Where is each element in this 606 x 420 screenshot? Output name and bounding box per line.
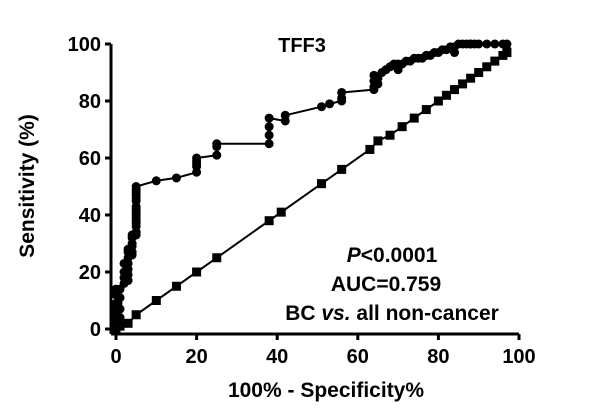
comparison-group-a: BC xyxy=(285,302,315,325)
reference-point-square xyxy=(502,48,512,58)
reference-point-square xyxy=(212,253,222,263)
x-tick-label: 40 xyxy=(266,346,288,368)
reference-point-square xyxy=(385,130,395,140)
reference-point-square xyxy=(365,144,375,154)
reference-point-square xyxy=(474,68,484,77)
reference-point-square xyxy=(409,113,419,123)
reference-point-square xyxy=(317,179,327,189)
y-axis-title: Sensitivity (%) xyxy=(16,114,39,258)
x-axis-title: 100% - Specificity% xyxy=(228,379,424,402)
chart-title: TFF3 xyxy=(278,35,326,57)
reference-point-square xyxy=(111,310,121,320)
roc-point-circle xyxy=(151,176,161,186)
reference-point-square xyxy=(466,73,476,83)
x-tick-label: 80 xyxy=(427,346,449,368)
auc-annotation: AUC=0.759 xyxy=(331,273,441,296)
roc-point-circle xyxy=(171,173,181,183)
roc-point-circle xyxy=(482,39,492,49)
reference-point-square xyxy=(151,296,161,305)
roc-point-circle xyxy=(115,293,125,303)
roc-point-circle xyxy=(192,153,202,163)
x-tick-label: 100 xyxy=(502,346,535,368)
reference-point-square xyxy=(490,56,500,66)
roc-point-circle xyxy=(280,110,290,120)
axes: 0 20 40 60 80 100 0 20 40 60 80 100 xyxy=(68,34,536,368)
reference-point-square xyxy=(337,164,347,174)
reference-point-square xyxy=(276,207,286,217)
reference-point-square xyxy=(115,321,125,331)
y-tick-label: 80 xyxy=(79,91,101,113)
reference-point-square xyxy=(131,310,141,320)
y-tick-label: 0 xyxy=(90,319,101,341)
roc-point-circle xyxy=(325,99,335,109)
p-value-letter: P xyxy=(347,244,362,267)
reference-point-square xyxy=(482,62,492,72)
reference-point-square xyxy=(458,79,468,89)
comparison-vs: vs. xyxy=(321,302,350,325)
reference-point-square xyxy=(264,216,274,226)
comparison-group-b: all non-cancer xyxy=(356,302,498,325)
roc-point-circle xyxy=(490,39,500,49)
reference-point-square xyxy=(171,281,181,291)
roc-point-circle xyxy=(264,113,274,123)
roc-point-circle xyxy=(212,139,222,149)
reference-point-square xyxy=(397,122,407,132)
roc-point-circle xyxy=(264,122,274,132)
roc-point-circle xyxy=(317,102,327,112)
x-tick-label: 20 xyxy=(185,346,207,368)
p-value-text: <0.0001 xyxy=(361,244,438,267)
reference-point-square xyxy=(450,85,460,95)
reference-point-square xyxy=(123,318,133,328)
roc-point-circle xyxy=(212,150,222,160)
p-value-annotation: P<0.0001 xyxy=(347,244,438,267)
roc-point-circle xyxy=(337,87,347,97)
reference-point-square xyxy=(192,267,202,277)
y-tick-label: 60 xyxy=(79,148,101,170)
reference-point-square xyxy=(441,90,451,100)
x-tick-label: 60 xyxy=(347,346,369,368)
roc-point-circle xyxy=(264,139,274,149)
y-tick-label: 100 xyxy=(68,34,101,56)
y-tick-label: 40 xyxy=(79,205,101,227)
reference-point-square xyxy=(111,301,121,311)
reference-point-square xyxy=(373,136,383,146)
x-tick-label: 0 xyxy=(110,346,121,368)
roc-point-circle xyxy=(502,39,512,49)
y-tick-label: 20 xyxy=(79,262,101,284)
series-markers xyxy=(111,39,512,334)
roc-point-circle xyxy=(474,39,484,49)
reference-point-square xyxy=(421,105,431,115)
reference-point-square xyxy=(433,96,443,106)
roc-point-circle xyxy=(131,182,141,191)
roc-point-circle xyxy=(264,130,274,140)
comparison-annotation: BC vs. all non-cancer xyxy=(285,302,499,325)
